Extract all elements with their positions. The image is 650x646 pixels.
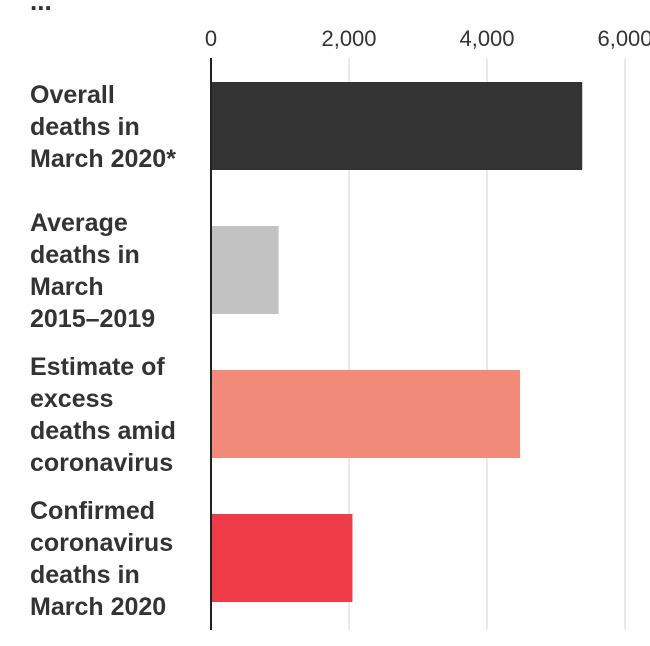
- category-label: Overall deaths in March 2020*: [30, 81, 176, 173]
- x-tick-label: 2,000: [321, 26, 376, 51]
- category-label-line: deaths amid: [30, 417, 176, 445]
- x-tick-label: 6,000: [597, 26, 650, 51]
- bar: [211, 370, 521, 458]
- category-label: Confirmed coronavirus deaths in March 2020: [30, 497, 173, 621]
- category-label-line: deaths in: [30, 113, 140, 141]
- category-label-line: Confirmed: [30, 497, 155, 525]
- category-labels: Overall deaths in March 2020* Average deaths…: [30, 81, 176, 621]
- category-label: Average deaths in March 2015–2019: [30, 209, 155, 333]
- category-label-line: Overall: [30, 81, 115, 109]
- category-label-line: coronavirus: [30, 449, 173, 477]
- category-label-line: March: [30, 273, 104, 301]
- category-label-line: March 2020*: [30, 145, 176, 173]
- bar: [211, 514, 353, 602]
- bars: [211, 82, 583, 602]
- category-label-line: March 2020: [30, 593, 166, 621]
- bar: [211, 82, 583, 170]
- category-label-line: Average: [30, 209, 128, 237]
- category-label-line: excess: [30, 385, 113, 413]
- bar: [211, 226, 279, 314]
- category-label-line: 2015–2019: [30, 305, 155, 333]
- category-label-line: deaths in: [30, 561, 140, 589]
- category-label-line: deaths in: [30, 241, 140, 269]
- x-tick-label: 0: [205, 26, 217, 51]
- x-tick-label: 4,000: [459, 26, 514, 51]
- x-axis-ticks: 0 2,000 4,000 6,000: [205, 26, 650, 51]
- category-label-line: coronavirus: [30, 529, 173, 557]
- chart-title: ...: [30, 0, 52, 16]
- category-label-line: Estimate of: [30, 353, 165, 381]
- category-label: Estimate of excess deaths amid coronavirus: [30, 353, 176, 477]
